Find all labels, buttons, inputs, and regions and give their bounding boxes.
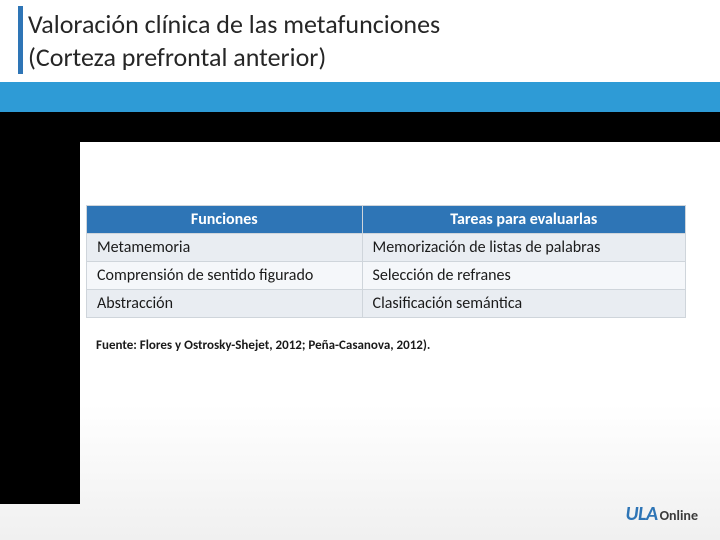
table-row: Abstracción Clasificación semántica	[87, 290, 686, 318]
title-accent-bar	[18, 6, 23, 74]
col-header-funciones: Funciones	[87, 206, 363, 234]
header-blue-band	[0, 82, 720, 112]
functions-table: Funciones Tareas para evaluarlas Metamem…	[86, 205, 686, 318]
table-row: Comprensión de sentido figurado Selecció…	[87, 262, 686, 290]
slide-title: Valoración clínica de las metafunciones …	[28, 8, 720, 73]
slide-title-block: Valoración clínica de las metafunciones …	[0, 0, 720, 73]
cell-tarea: Clasificación semántica	[362, 290, 685, 318]
col-header-tareas: Tareas para evaluarlas	[362, 206, 685, 234]
logo-suffix: Online	[660, 507, 698, 524]
content-area: Funciones Tareas para evaluarlas Metamem…	[86, 205, 686, 353]
cell-funcion: Comprensión de sentido figurado	[87, 262, 363, 290]
left-dark-column	[0, 112, 80, 504]
cell-funcion: Abstracción	[87, 290, 363, 318]
title-line-1: Valoración clínica de las metafunciones	[28, 8, 440, 40]
table-header-row: Funciones Tareas para evaluarlas	[87, 206, 686, 234]
cell-tarea: Selección de refranes	[362, 262, 685, 290]
logo-brand: ULA	[625, 502, 657, 526]
header-dark-band	[0, 112, 720, 142]
footer-logo: ULA Online	[625, 502, 698, 526]
cell-funcion: Metamemoria	[87, 234, 363, 262]
table-row: Metamemoria Memorización de listas de pa…	[87, 234, 686, 262]
cell-tarea: Memorización de listas de palabras	[362, 234, 685, 262]
source-citation: Fuente: Flores y Ostrosky-Shejet, 2012; …	[86, 338, 686, 353]
title-line-2: (Corteza prefrontal anterior)	[28, 41, 326, 73]
